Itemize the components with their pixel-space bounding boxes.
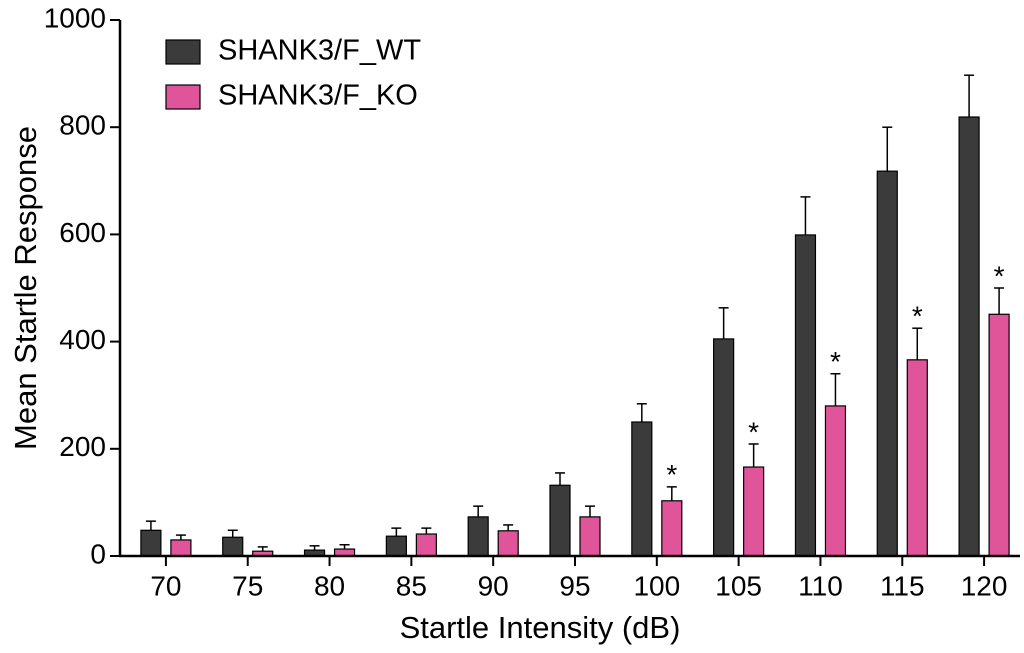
bar: [415, 533, 437, 557]
bar: [906, 359, 928, 557]
y-tick-label: 400: [59, 324, 106, 355]
x-tick-label: 105: [715, 570, 762, 601]
x-tick-label: 80: [314, 570, 345, 601]
x-tick-label: 120: [961, 570, 1008, 601]
significance-marker: *: [830, 346, 841, 377]
x-tick-label: 75: [232, 570, 263, 601]
bar: [497, 530, 519, 557]
x-tick-label: 70: [150, 570, 181, 601]
bar: [140, 529, 162, 557]
legend-swatch: [165, 39, 201, 65]
bar: [467, 516, 489, 557]
bar: [876, 170, 898, 557]
bar: [549, 484, 571, 557]
bar: [958, 116, 980, 557]
significance-marker: *: [666, 459, 677, 490]
x-tick-label: 115: [880, 570, 925, 601]
y-tick-label: 1000: [44, 2, 106, 33]
x-tick-label: 85: [396, 570, 427, 601]
x-tick-label: 100: [633, 570, 680, 601]
x-tick-label: 95: [559, 570, 590, 601]
x-axis-label: Startle Intensity (dB): [400, 610, 681, 645]
significance-marker: *: [912, 301, 923, 332]
bar: [824, 405, 847, 557]
bar: [988, 313, 1010, 557]
bar: [794, 234, 817, 557]
y-tick-label: 200: [59, 431, 106, 462]
bar: [743, 466, 765, 557]
x-tick-label: 110: [798, 570, 843, 601]
bar: [579, 516, 601, 557]
bar: [713, 338, 735, 557]
legend-label: SHANK3/F_KO: [218, 80, 418, 112]
y-tick-label: 0: [90, 538, 106, 569]
y-tick-label: 800: [59, 110, 106, 141]
bar: [170, 539, 192, 557]
bar: [631, 421, 653, 557]
legend-swatch: [165, 84, 201, 110]
significance-marker: *: [994, 260, 1005, 291]
x-tick-label: 90: [478, 570, 509, 601]
y-axis-label: Mean Startle Response: [8, 126, 43, 450]
bar: [222, 536, 244, 557]
significance-marker: *: [748, 416, 759, 447]
bar: [661, 500, 683, 557]
legend-label: SHANK3/F_WT: [218, 35, 421, 67]
y-tick-label: 600: [59, 217, 106, 248]
bar: [385, 535, 407, 557]
